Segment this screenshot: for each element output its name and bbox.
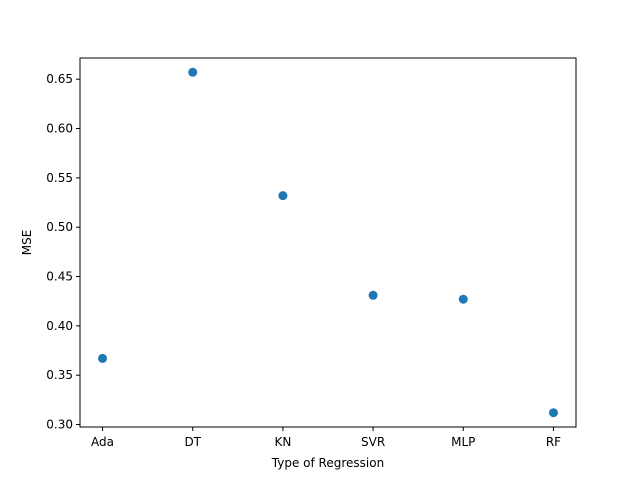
data-point-ada bbox=[98, 353, 108, 363]
plot-layer: 0.30 0.35 0.40 0.45 0.50 0.55 0.60 0.65 Ada DT KN S… bbox=[46, 67, 561, 449]
y-tick-label: 0.35 bbox=[46, 368, 73, 382]
y-tick-label: 0.45 bbox=[46, 270, 73, 284]
x-tick-label: MLP bbox=[451, 435, 475, 449]
data-point-rf bbox=[548, 408, 558, 418]
data-point-dt bbox=[188, 67, 198, 77]
x-axis-label: Type of Regression bbox=[271, 456, 384, 470]
y-tick-label: 0.55 bbox=[46, 171, 73, 185]
x-tick-label: DT bbox=[184, 435, 201, 449]
y-tick-label: 0.50 bbox=[46, 220, 73, 234]
x-tick-label: Ada bbox=[91, 435, 114, 449]
y-tick-label: 0.30 bbox=[46, 418, 73, 432]
x-tick-label: KN bbox=[274, 435, 291, 449]
y-tick-label: 0.65 bbox=[46, 72, 73, 86]
data-point-kn bbox=[278, 191, 288, 201]
x-tick-label: SVR bbox=[361, 435, 385, 449]
plot-frame bbox=[79, 57, 577, 428]
data-point-svr bbox=[368, 290, 378, 300]
y-tick-label: 0.40 bbox=[46, 319, 73, 333]
data-point-mlp bbox=[458, 294, 468, 304]
y-tick-label: 0.60 bbox=[46, 122, 73, 136]
y-axis-label: MSE bbox=[20, 230, 34, 256]
x-tick-label: RF bbox=[546, 435, 561, 449]
